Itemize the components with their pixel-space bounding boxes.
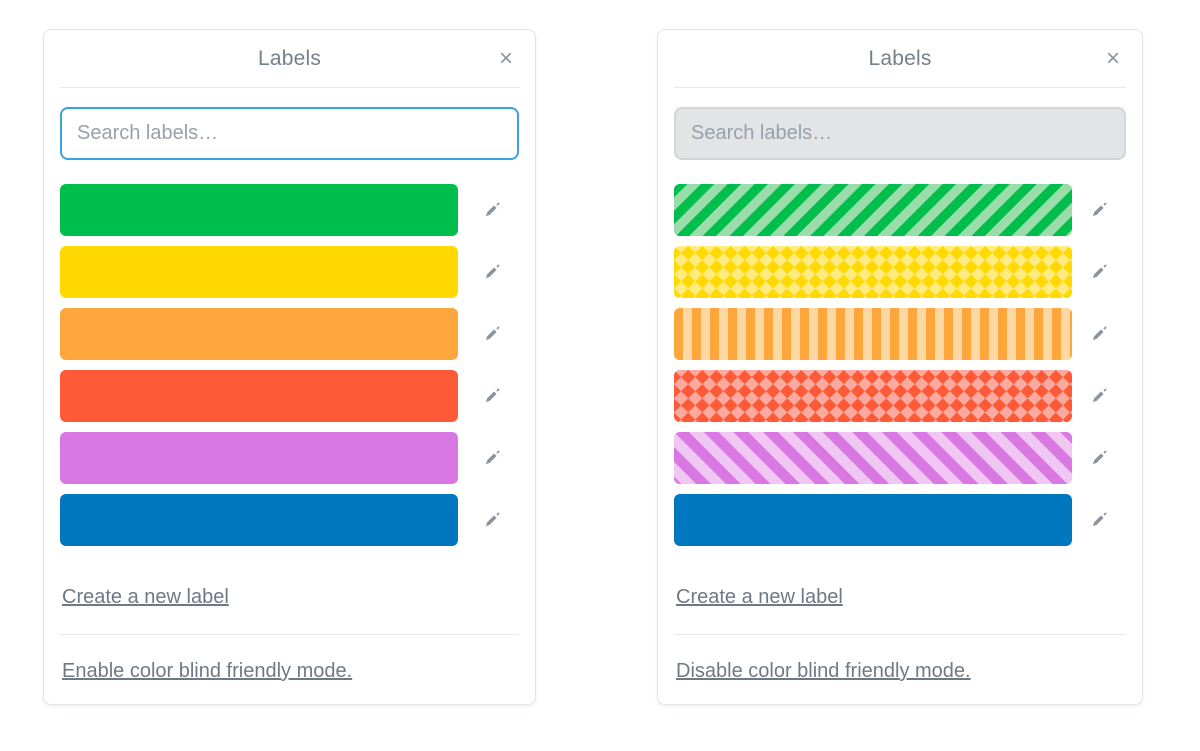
color-blind-mode-link[interactable]: Disable color blind friendly mode. (676, 660, 971, 682)
popover-header: Labels × (674, 30, 1126, 88)
pencil-icon (1092, 326, 1106, 340)
label-row (674, 370, 1126, 422)
edit-label-button[interactable] (476, 257, 506, 287)
pencil-icon (485, 450, 499, 464)
edit-label-button[interactable] (1083, 257, 1113, 287)
labels-popover-normal: Labels × Create a (43, 29, 536, 705)
search-labels-input[interactable] (674, 107, 1126, 160)
edit-label-button[interactable] (1083, 319, 1113, 349)
popover-title: Labels (868, 46, 932, 70)
label-row (60, 370, 519, 422)
label-purple[interactable] (674, 432, 1072, 484)
labels-popover-color-blind: Labels × Create a (657, 29, 1143, 705)
edit-label-button[interactable] (476, 381, 506, 411)
popover-header: Labels × (60, 30, 519, 88)
pencil-icon (485, 512, 499, 526)
label-pattern (674, 432, 1072, 484)
pencil-icon (485, 388, 499, 402)
label-row (674, 494, 1126, 546)
label-yellow[interactable] (674, 246, 1072, 298)
label-row (60, 246, 519, 298)
label-red[interactable] (674, 370, 1072, 422)
pencil-icon (1092, 202, 1106, 216)
label-pattern (674, 184, 1072, 236)
label-green[interactable] (674, 184, 1072, 236)
label-pattern (674, 246, 1072, 298)
close-icon[interactable]: × (493, 43, 519, 75)
label-row (674, 432, 1126, 484)
divider (60, 634, 519, 635)
pencil-icon (485, 326, 499, 340)
search-labels-input[interactable] (60, 107, 519, 160)
label-green[interactable] (60, 184, 458, 236)
edit-label-button[interactable] (1083, 195, 1113, 225)
edit-label-button[interactable] (1083, 505, 1113, 535)
pencil-icon (1092, 388, 1106, 402)
label-pattern (674, 370, 1072, 422)
pencil-icon (1092, 450, 1106, 464)
pencil-icon (485, 264, 499, 278)
edit-label-button[interactable] (476, 505, 506, 535)
edit-label-button[interactable] (1083, 443, 1113, 473)
label-blue[interactable] (674, 494, 1072, 546)
label-blue[interactable] (60, 494, 458, 546)
label-row (674, 184, 1126, 236)
label-orange[interactable] (674, 308, 1072, 360)
pencil-icon (485, 202, 499, 216)
label-row (60, 308, 519, 360)
create-new-label-link[interactable]: Create a new label (62, 586, 229, 608)
close-icon[interactable]: × (1100, 43, 1126, 75)
label-list (674, 184, 1126, 546)
label-row (60, 184, 519, 236)
label-row (60, 494, 519, 546)
edit-label-button[interactable] (1083, 381, 1113, 411)
label-red[interactable] (60, 370, 458, 422)
label-row (60, 432, 519, 484)
label-row (674, 246, 1126, 298)
pencil-icon (1092, 264, 1106, 278)
label-pattern (674, 308, 1072, 360)
label-list (60, 184, 519, 546)
label-purple[interactable] (60, 432, 458, 484)
label-yellow[interactable] (60, 246, 458, 298)
pencil-icon (1092, 512, 1106, 526)
color-blind-mode-link[interactable]: Enable color blind friendly mode. (62, 660, 353, 682)
edit-label-button[interactable] (476, 319, 506, 349)
popover-title: Labels (257, 46, 322, 70)
create-new-label-link[interactable]: Create a new label (676, 586, 843, 608)
label-orange[interactable] (60, 308, 458, 360)
edit-label-button[interactable] (476, 443, 506, 473)
label-row (674, 308, 1126, 360)
divider (674, 634, 1126, 635)
edit-label-button[interactable] (476, 195, 506, 225)
